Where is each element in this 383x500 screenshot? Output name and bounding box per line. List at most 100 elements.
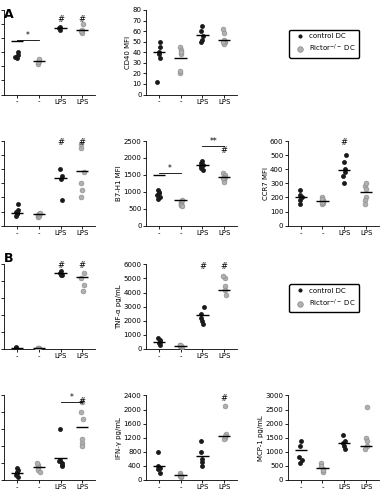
Text: *: * — [26, 30, 30, 40]
Point — [14, 210, 20, 218]
Point — [155, 334, 161, 342]
Point — [222, 274, 228, 282]
Point — [57, 26, 64, 34]
Point — [78, 140, 84, 148]
Point — [220, 38, 226, 46]
Point — [154, 78, 160, 86]
Point — [298, 194, 304, 202]
Point — [221, 40, 227, 48]
Point — [56, 24, 62, 32]
Point — [223, 292, 229, 300]
Point — [221, 176, 227, 184]
Point — [36, 210, 42, 218]
Point — [157, 338, 163, 346]
Point — [221, 432, 228, 440]
Point — [297, 186, 303, 194]
Point — [177, 469, 183, 477]
Point — [78, 408, 84, 416]
Point — [178, 202, 184, 209]
Point — [178, 200, 185, 207]
Point — [178, 48, 184, 56]
Point — [56, 269, 62, 277]
Point — [35, 60, 41, 68]
Text: #: # — [57, 138, 64, 147]
Point — [155, 448, 161, 456]
Point — [14, 209, 20, 217]
Point — [299, 456, 305, 464]
Point — [177, 340, 183, 348]
Point — [221, 436, 227, 444]
Point — [79, 186, 85, 194]
Point — [341, 180, 347, 188]
Point — [157, 38, 163, 46]
Point — [35, 344, 41, 352]
Point — [13, 342, 20, 350]
Point — [12, 52, 18, 60]
Point — [34, 344, 40, 352]
Point — [35, 462, 41, 470]
Point — [80, 288, 86, 296]
Text: #: # — [79, 261, 86, 270]
Point — [178, 200, 184, 208]
Point — [154, 191, 160, 199]
Point — [299, 194, 305, 202]
Text: #: # — [221, 262, 228, 272]
Point — [59, 270, 65, 278]
Point — [221, 174, 227, 182]
Point — [156, 340, 162, 347]
Point — [59, 459, 65, 467]
Point — [222, 282, 228, 290]
Point — [78, 274, 84, 282]
Point — [199, 455, 205, 463]
Point — [57, 456, 63, 464]
Point — [320, 196, 326, 204]
Point — [155, 186, 161, 194]
Text: #: # — [221, 394, 228, 403]
Point — [57, 271, 64, 279]
Point — [157, 464, 164, 471]
Text: #: # — [57, 261, 64, 270]
Point — [201, 302, 207, 310]
Point — [319, 198, 325, 205]
Point — [14, 469, 20, 477]
Point — [198, 437, 205, 445]
Point — [157, 43, 163, 51]
Point — [298, 459, 304, 467]
Point — [177, 43, 183, 51]
Point — [157, 193, 163, 201]
Point — [319, 194, 325, 202]
Point — [177, 342, 183, 350]
Point — [363, 185, 369, 193]
Point — [200, 160, 206, 168]
Point — [157, 469, 163, 477]
Point — [341, 442, 347, 450]
Point — [35, 461, 41, 469]
Point — [198, 314, 205, 322]
Point — [15, 51, 21, 59]
Point — [342, 165, 348, 173]
Point — [34, 211, 41, 219]
Point — [178, 198, 184, 206]
Text: #: # — [199, 262, 206, 272]
Point — [36, 212, 42, 220]
Point — [298, 436, 304, 444]
Point — [363, 180, 370, 188]
Point — [296, 454, 302, 462]
Point — [342, 168, 348, 176]
Point — [318, 462, 324, 470]
Point — [177, 70, 183, 78]
Point — [155, 194, 161, 202]
Point — [319, 195, 325, 203]
Point — [156, 50, 162, 58]
Legend: control DC, Rictor$^{-/-}$ DC: control DC, Rictor$^{-/-}$ DC — [290, 284, 359, 312]
Point — [223, 430, 229, 438]
Point — [35, 344, 41, 352]
Point — [198, 36, 205, 44]
Text: #: # — [79, 14, 86, 24]
Point — [364, 436, 370, 444]
Point — [343, 151, 349, 159]
Point — [35, 213, 41, 221]
Point — [340, 431, 346, 439]
Point — [198, 159, 204, 167]
Point — [79, 26, 85, 34]
